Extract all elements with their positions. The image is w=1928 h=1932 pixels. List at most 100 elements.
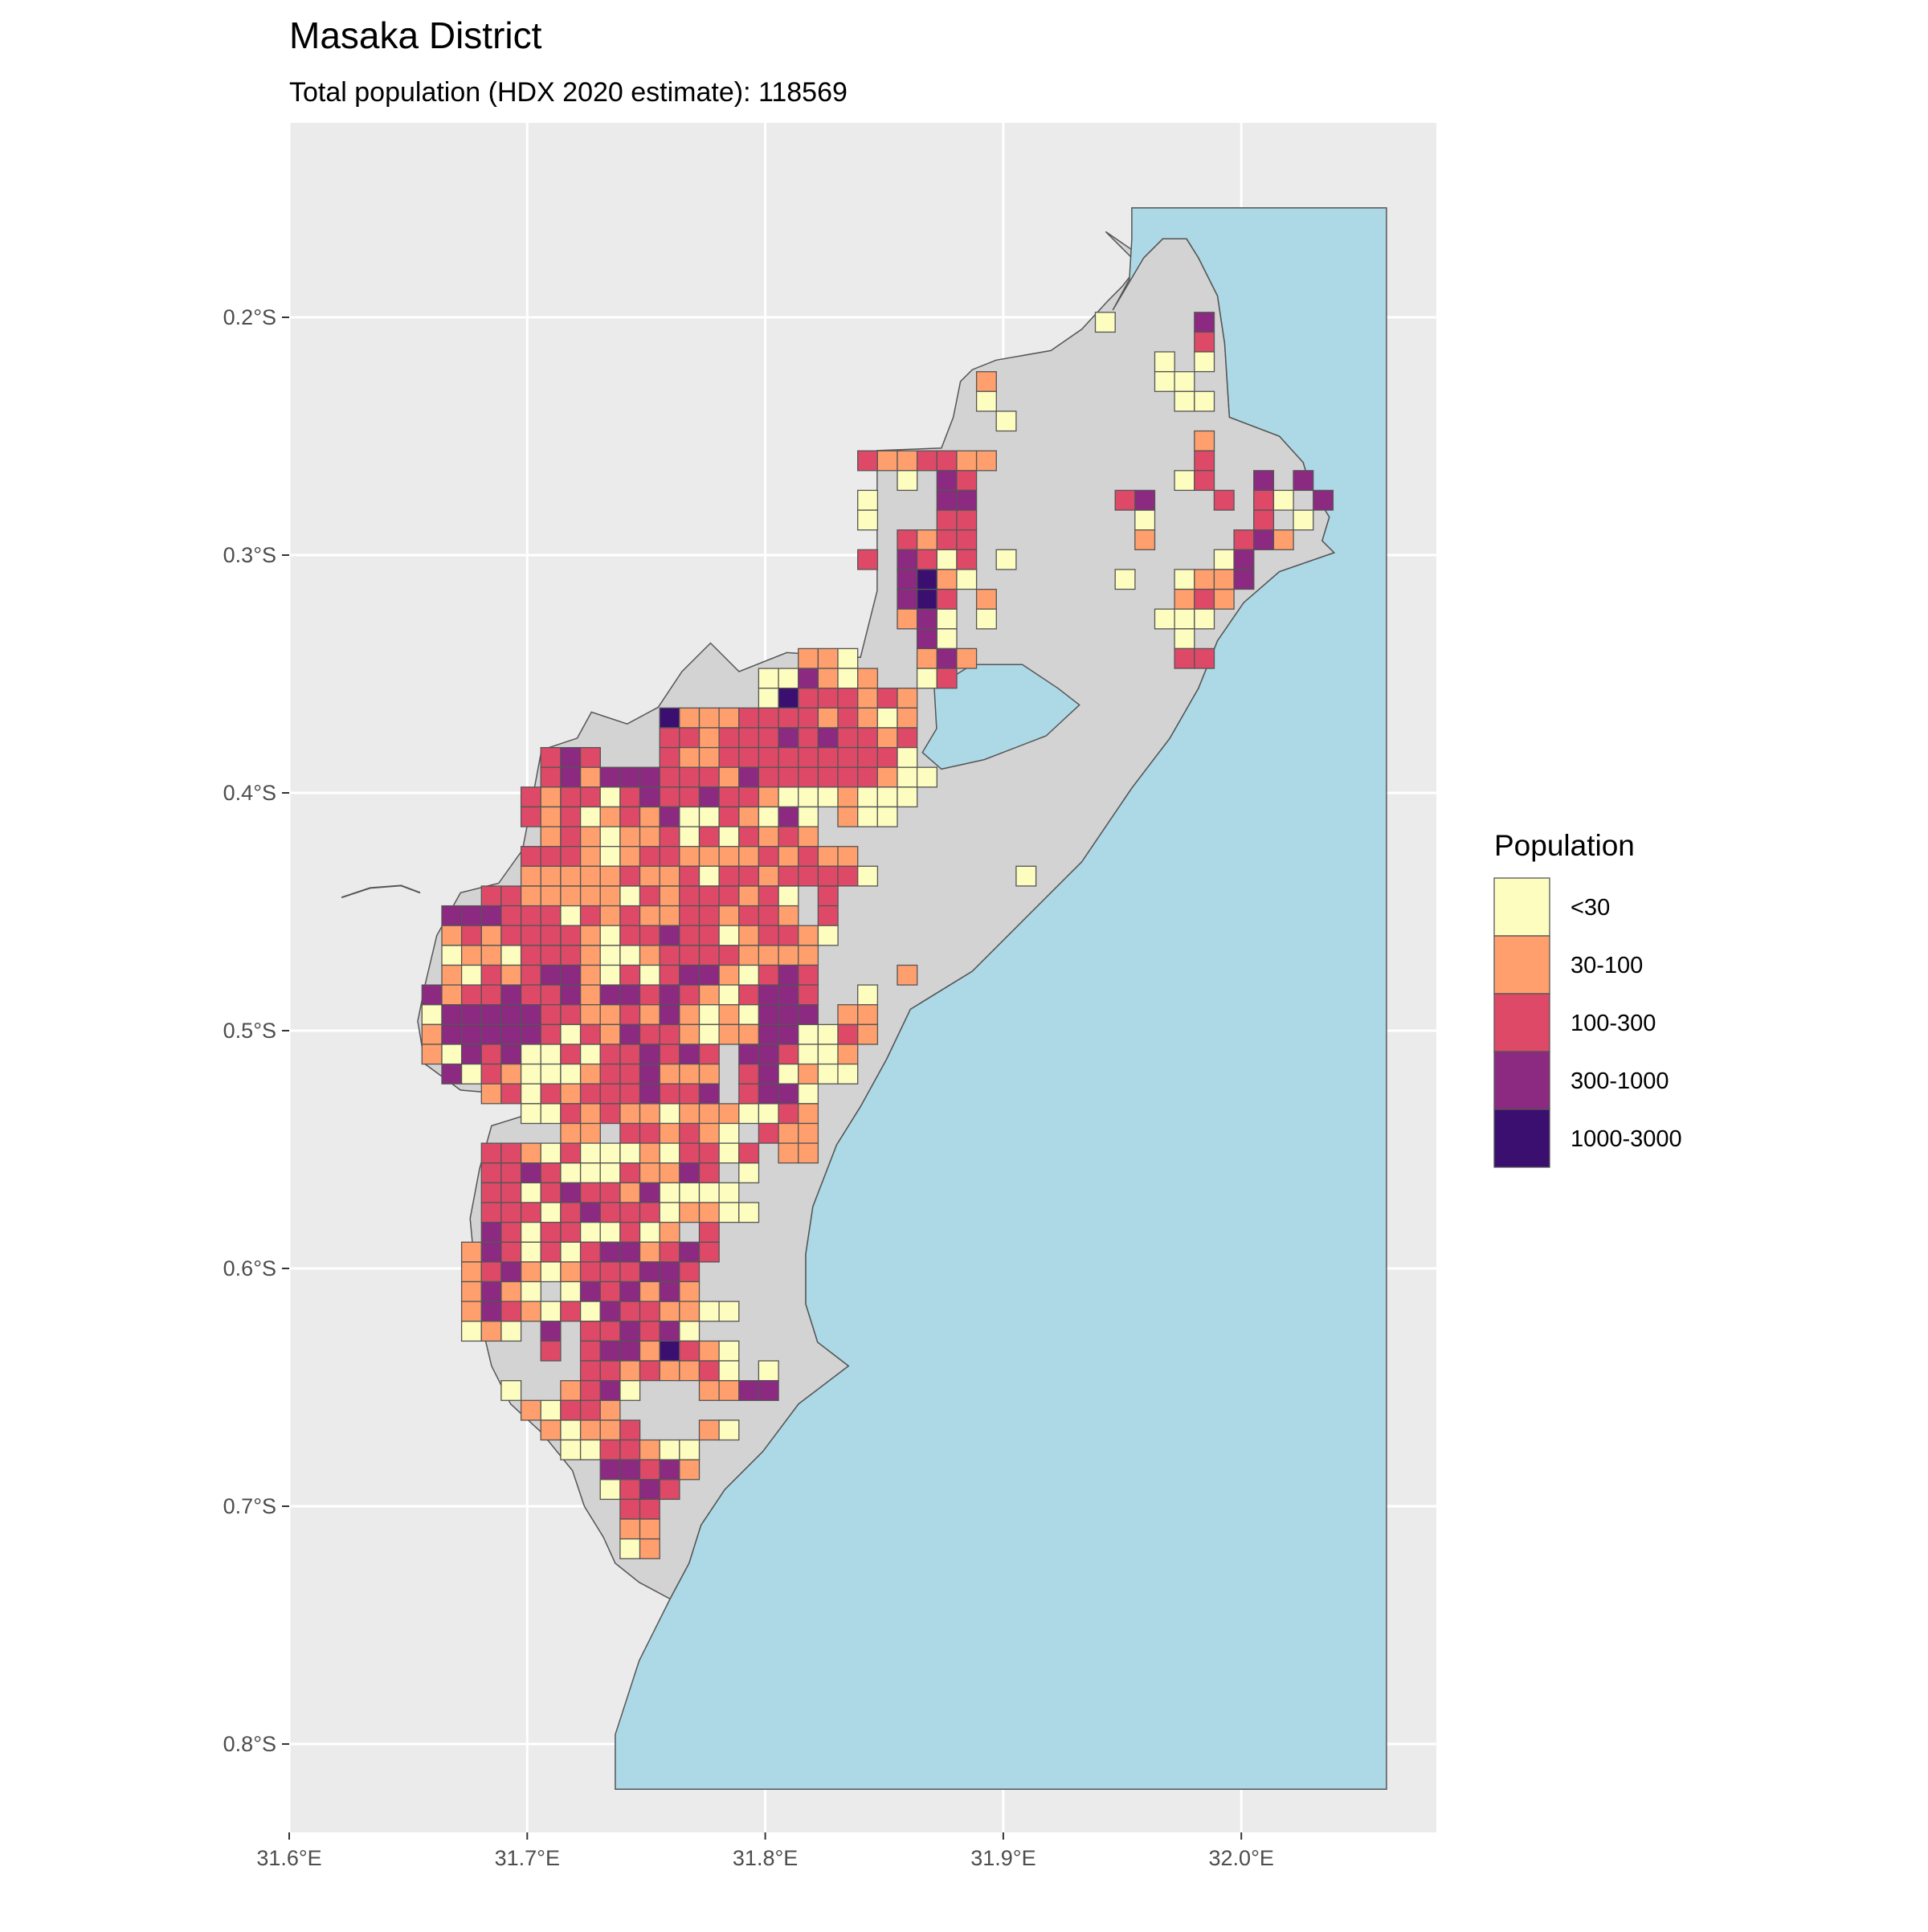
pop-cell (1154, 371, 1175, 392)
pop-cell (500, 1182, 522, 1203)
pop-cell (619, 1360, 641, 1382)
pop-cell (897, 588, 918, 610)
pop-cell (619, 1301, 641, 1322)
pop-cell (857, 450, 879, 472)
pop-cell (698, 746, 720, 768)
pop-cell (520, 1162, 541, 1184)
pop-cell (916, 628, 937, 650)
pop-cell (639, 806, 660, 827)
pop-cell (460, 1044, 482, 1065)
pop-cell (1194, 588, 1215, 610)
pop-cell (540, 1103, 562, 1125)
pop-cell (916, 569, 937, 590)
pop-cell (619, 1221, 641, 1243)
pop-cell (659, 1479, 680, 1501)
pop-cell (778, 905, 799, 926)
pop-cell (698, 905, 720, 926)
pop-cell (421, 1023, 443, 1045)
pop-cell (956, 647, 978, 669)
pop-cell (599, 1241, 621, 1263)
pop-cell (520, 865, 541, 887)
pop-cell (679, 1459, 701, 1481)
pop-cell (540, 984, 562, 1006)
pop-cell (599, 1321, 621, 1342)
pop-cell (1213, 549, 1235, 570)
pop-cell (560, 964, 582, 986)
river-line (341, 884, 421, 899)
pop-cell (579, 846, 601, 867)
pop-cell (679, 766, 701, 788)
pop-cell (619, 1103, 641, 1125)
pop-cell (599, 1360, 621, 1382)
pop-cell (540, 1083, 562, 1105)
pop-cell (659, 1162, 680, 1184)
pop-cell (778, 786, 799, 808)
pop-cell (540, 1340, 562, 1362)
pop-cell (441, 1023, 463, 1045)
pop-cell (460, 1301, 482, 1322)
pop-cell (659, 1004, 680, 1025)
pop-cell (599, 1142, 621, 1164)
pop-cell (441, 1063, 463, 1084)
pop-cell (936, 549, 958, 570)
pop-cell (560, 925, 582, 946)
pop-cell (599, 925, 621, 946)
pop-cell (619, 846, 641, 867)
pop-cell (619, 1202, 641, 1223)
pop-cell (698, 1142, 720, 1164)
pop-cell (817, 925, 839, 946)
pop-cell (778, 727, 799, 749)
pop-cell (560, 1241, 582, 1263)
pop-cell (778, 1103, 799, 1125)
pop-cell (560, 1281, 582, 1302)
pop-cell (619, 1518, 641, 1540)
pop-cell (738, 806, 760, 827)
pop-cell (599, 1399, 621, 1421)
pop-cell (599, 806, 621, 827)
pop-cell (876, 806, 898, 827)
pop-cell (679, 1241, 701, 1263)
pop-cell (659, 1241, 680, 1263)
pop-cell (619, 1321, 641, 1342)
pop-cell (837, 1004, 859, 1025)
pop-cell (956, 569, 978, 590)
pop-cell (480, 905, 502, 926)
pop-cell (639, 1221, 660, 1243)
pop-cell (659, 1261, 680, 1283)
pop-cell (679, 945, 701, 966)
pop-cell (916, 450, 937, 472)
pop-cell (718, 925, 740, 946)
pop-cell (441, 984, 463, 1006)
pop-cell (738, 1044, 760, 1065)
pop-cell (698, 766, 720, 788)
x-tick-label: 31.6°E (256, 1846, 321, 1870)
pop-cell (857, 746, 879, 768)
pop-cell (619, 885, 641, 907)
pop-cell (817, 1063, 839, 1084)
pop-cell (817, 786, 839, 808)
pop-cell (738, 707, 760, 729)
pop-cell (876, 707, 898, 729)
pop-cell (1094, 312, 1116, 333)
pop-cell (599, 1063, 621, 1084)
pop-cell (659, 1202, 680, 1223)
pop-cell (936, 450, 958, 472)
pop-cell (758, 786, 779, 808)
pop-cell (916, 766, 937, 788)
pop-cell (560, 1380, 582, 1401)
pop-cell (560, 984, 582, 1006)
pop-cell (599, 826, 621, 848)
pop-cell (738, 1380, 760, 1401)
pop-cell (758, 945, 779, 966)
pop-cell (778, 984, 799, 1006)
pop-cell (1233, 569, 1255, 590)
pop-cell (679, 826, 701, 848)
pop-cell (619, 1083, 641, 1105)
pop-cell (738, 727, 760, 749)
pop-cell (916, 529, 937, 550)
pop-cell (579, 964, 601, 986)
pop-cell (540, 1142, 562, 1164)
pop-cell (738, 1083, 760, 1105)
pop-cell (659, 865, 680, 887)
pop-cell (679, 964, 701, 986)
